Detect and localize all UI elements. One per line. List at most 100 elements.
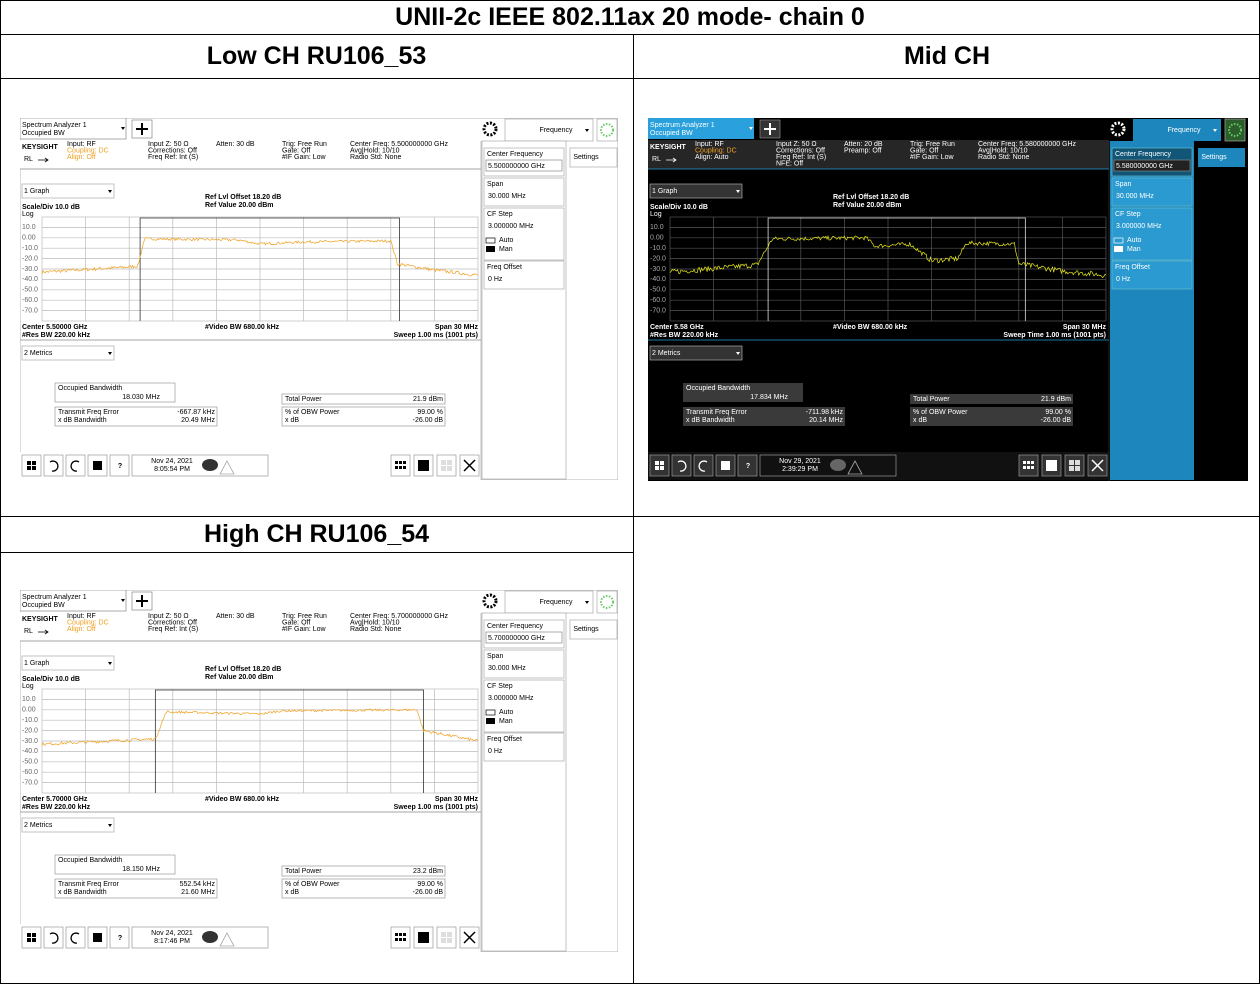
obw-bracket xyxy=(154,689,424,793)
box xyxy=(403,933,406,936)
box xyxy=(1027,466,1030,469)
scale: Scale/Div 10.0 dB xyxy=(22,204,80,211)
axis-info: Center 5.50000 GHz xyxy=(22,324,88,331)
value-box xyxy=(485,159,563,172)
task-button xyxy=(21,454,42,477)
box xyxy=(660,466,664,470)
rl: RL xyxy=(652,156,661,163)
dropdown-arrow xyxy=(108,662,112,665)
task-button xyxy=(737,454,758,477)
y-tick-label: -60.0 xyxy=(650,297,666,304)
status-text: Input: RF xyxy=(67,141,96,148)
y-tick-label: -70.0 xyxy=(650,307,666,314)
dropdown-arrow xyxy=(121,599,125,602)
softkey-label: Span xyxy=(487,181,503,188)
warn-icon xyxy=(219,932,235,947)
metric-label: x dB Bandwidth xyxy=(58,417,107,424)
metric-label: x dB Bandwidth xyxy=(686,417,735,424)
y-tick-label: 0.00 xyxy=(22,235,36,242)
metrics-dropdown xyxy=(649,345,743,361)
box xyxy=(32,938,36,942)
softkey-label: Freq Offset xyxy=(487,264,522,271)
metric-label: Occupied Bandwidth xyxy=(58,857,122,864)
task-button xyxy=(693,454,714,477)
task-button xyxy=(390,926,411,949)
obw-bracket xyxy=(139,217,400,321)
radio xyxy=(1114,246,1123,252)
status-text: Atten: 20 dB xyxy=(844,141,883,148)
metric-value: 21.60 MHz xyxy=(181,889,215,896)
option: Auto xyxy=(499,709,514,716)
status-icon xyxy=(596,590,618,614)
softkey-value: 0 Hz xyxy=(1116,276,1131,283)
status-text: Radio Std: None xyxy=(978,154,1029,161)
axis-info: #Video BW 680.00 kHz xyxy=(833,324,908,331)
scale: Scale/Div 10.0 dB xyxy=(650,204,708,211)
scale: Scale/Div 10.0 dB xyxy=(22,676,80,683)
settings-label: Settings xyxy=(573,626,599,633)
metric-box xyxy=(54,382,176,403)
row-line xyxy=(0,516,1260,517)
trace xyxy=(41,237,479,277)
softkey xyxy=(483,177,565,207)
box xyxy=(1069,466,1074,471)
box xyxy=(27,466,31,470)
axis-info: Center 5.58 GHz xyxy=(650,324,704,331)
y-tick-label: -30.0 xyxy=(22,266,38,273)
rl-icon xyxy=(38,629,49,635)
status-text: Align: Off xyxy=(67,626,96,633)
box xyxy=(399,461,402,464)
box xyxy=(441,466,446,471)
y-tick-label: -20.0 xyxy=(22,255,38,262)
dropdown-label: 2 Metrics xyxy=(24,822,53,829)
status-text: Gate: Off xyxy=(282,619,310,626)
dropdown-label: 2 Metrics xyxy=(652,350,681,357)
y-tick-label: 10.0 xyxy=(650,224,664,231)
softkey-label: Span xyxy=(1115,181,1131,188)
dropdown-arrow xyxy=(108,190,112,193)
status-text: Input Z: 50 Ω xyxy=(776,141,817,148)
softkey-label: CF Step xyxy=(1115,211,1141,218)
dropdown-label: 1 Graph xyxy=(24,660,49,667)
metric-box xyxy=(281,393,446,405)
metrics-dropdown xyxy=(21,817,115,833)
metric-box xyxy=(910,407,1073,426)
touch-icon xyxy=(418,932,429,943)
ref-text: Ref Value 20.00 dBm xyxy=(833,202,901,209)
metric-value: 23.2 dBm xyxy=(413,868,443,875)
status-bar xyxy=(648,140,1109,169)
status-bar xyxy=(20,612,481,641)
dropdown-arrow xyxy=(1213,129,1217,132)
y-tick-label: -20.0 xyxy=(650,255,666,262)
dropdown-arrow xyxy=(736,190,740,193)
metric-box xyxy=(54,878,218,899)
y-tick-label: -30.0 xyxy=(650,266,666,273)
rl-icon xyxy=(38,157,49,163)
status-text: Avg|Hold: 10/10 xyxy=(978,147,1028,154)
dropdown-arrow xyxy=(108,824,112,827)
metric-label: % of OBW Power xyxy=(285,409,340,416)
status-text: Atten: 30 dB xyxy=(216,141,255,148)
help-icon: ? xyxy=(746,463,750,470)
metric-box xyxy=(54,854,176,875)
status-bar xyxy=(20,140,481,169)
menu-dropdown xyxy=(1133,119,1221,141)
warn-icon xyxy=(219,460,235,475)
box xyxy=(27,461,31,465)
metric-label: x dB xyxy=(285,889,299,896)
date: Nov 24, 2021 xyxy=(151,930,193,937)
metric-value: -711.98 kHz xyxy=(806,409,844,416)
dropdown-arrow xyxy=(121,127,125,130)
radio xyxy=(486,718,495,724)
option: Auto xyxy=(499,237,514,244)
box xyxy=(1023,466,1026,469)
busy-icon xyxy=(1228,123,1242,137)
task-button xyxy=(65,926,86,949)
softkey xyxy=(1111,260,1193,290)
help-icon: ? xyxy=(118,935,122,942)
rl-icon xyxy=(666,157,677,163)
metrics-dropdown xyxy=(21,345,115,361)
box xyxy=(1023,461,1026,464)
softkey-value: 30.000 MHz xyxy=(1116,193,1154,200)
